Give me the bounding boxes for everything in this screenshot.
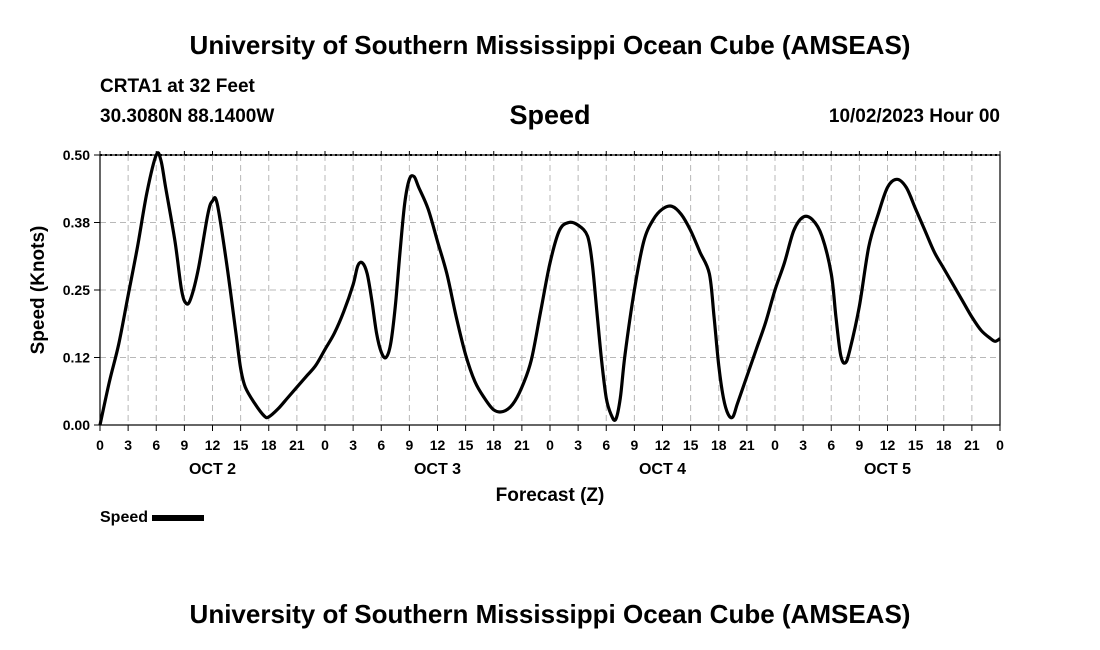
x-axis-label: Forecast (Z) [496,485,605,506]
x-tick-label: 18 [711,437,727,453]
x-tick-label: 18 [261,437,277,453]
chart-title-top: University of Southern Mississippi Ocean… [189,30,911,60]
x-tick-label: 12 [430,437,446,453]
x-tick-label: 0 [771,437,779,453]
day-label: OCT 5 [864,461,911,478]
x-tick-label: 3 [124,437,132,453]
x-tick-label: 6 [152,437,160,453]
y-tick-label: 0.25 [63,282,90,298]
x-tick-label: 21 [739,437,755,453]
legend-label: Speed [100,509,149,526]
x-tick-label: 9 [630,437,638,453]
x-tick-label: 12 [880,437,896,453]
chart-name: Speed [509,100,591,130]
legend-swatch [152,515,205,521]
y-tick-label: 0.00 [63,417,90,433]
coordinates-label: 30.3080N 88.1400W [100,106,275,127]
legend: Speed [100,509,205,527]
day-label: OCT 4 [639,461,686,478]
day-label: OCT 3 [414,461,461,478]
x-tick-label: 3 [799,437,807,453]
x-tick-label: 9 [405,437,413,453]
speed-series-line [98,151,1001,426]
x-tick-label: 12 [205,437,221,453]
x-tick-label: 15 [458,437,474,453]
station-label: CRTA1 at 32 Feet [100,76,255,97]
x-tick-label: 3 [574,437,582,453]
day-label: OCT 2 [189,461,236,478]
x-tick-label: 15 [908,437,924,453]
chart-title-bottom: University of Southern Mississippi Ocean… [189,599,911,629]
x-tick-label: 6 [827,437,835,453]
x-tick-label: 9 [855,437,863,453]
x-tick-label: 12 [655,437,671,453]
x-tick-label: 18 [936,437,952,453]
x-tick-label: 0 [546,437,554,453]
x-tick-label: 21 [289,437,305,453]
x-tick-label: 15 [683,437,699,453]
x-tick-label: 15 [233,437,249,453]
y-tick-label: 0.38 [63,215,90,231]
x-tick-label: 0 [996,437,1004,453]
x-tick-label: 0 [321,437,329,453]
issue-time: 10/02/2023 Hour 00 [828,106,1000,127]
y-tick-label: 0.12 [63,350,90,366]
x-tick-label: 18 [486,437,502,453]
x-tick-label: 21 [514,437,530,453]
x-tick-label: 21 [964,437,980,453]
x-tick-label: 0 [96,437,104,453]
y-tick-label: 0.50 [63,147,90,163]
x-tick-label: 3 [349,437,357,453]
x-tick-label: 6 [377,437,385,453]
x-tick-label: 9 [180,437,188,453]
x-tick-label: 6 [602,437,610,453]
y-axis-label: Speed (Knots) [28,226,49,355]
